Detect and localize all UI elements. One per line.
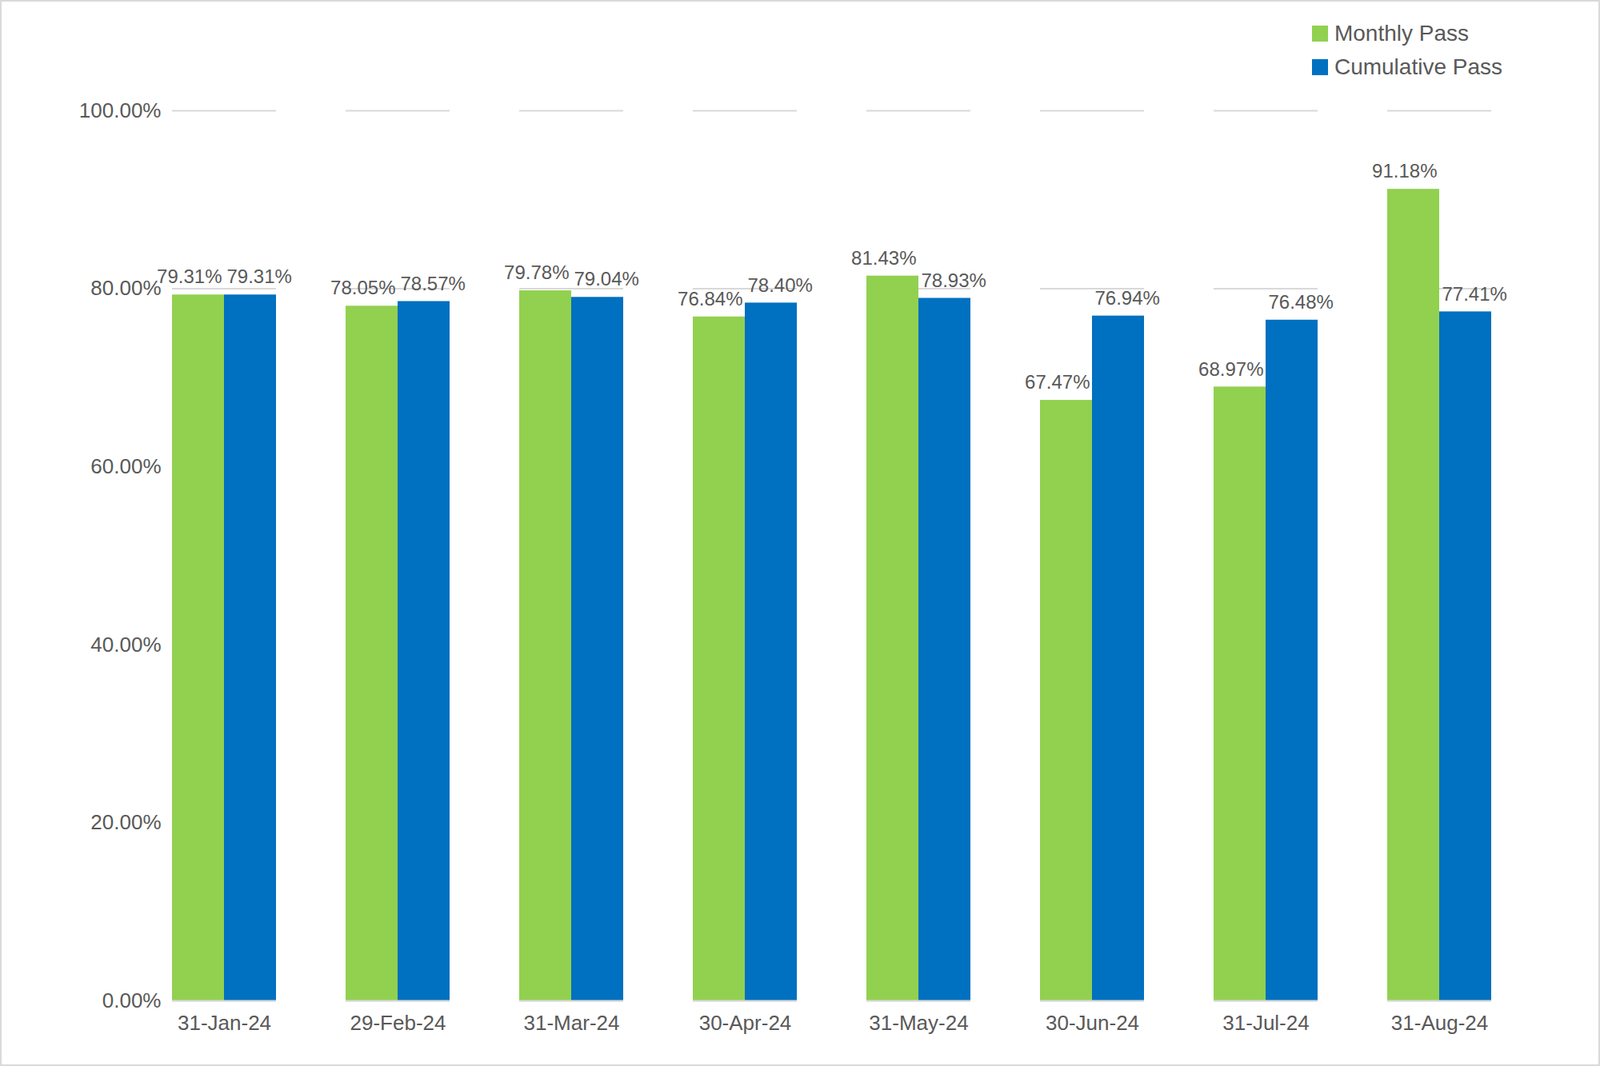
svg-text:79.31%: 79.31%: [227, 265, 292, 288]
svg-text:100.00%: 100.00%: [79, 98, 162, 123]
svg-text:30-Apr-24: 30-Apr-24: [699, 1011, 792, 1036]
svg-text:78.57%: 78.57%: [400, 272, 466, 295]
svg-text:79.04%: 79.04%: [574, 268, 640, 290]
svg-text:68.97%: 68.97%: [1198, 358, 1264, 380]
svg-text:60.00%: 60.00%: [90, 454, 161, 479]
svg-text:20.00%: 20.00%: [90, 810, 161, 835]
svg-text:79.78%: 79.78%: [504, 261, 569, 284]
svg-text:31-Mar-24: 31-Mar-24: [524, 1011, 620, 1036]
svg-text:76.84%: 76.84%: [677, 288, 743, 310]
svg-text:30-Jun-24: 30-Jun-24: [1045, 1011, 1140, 1036]
svg-text:78.40%: 78.40%: [748, 274, 813, 296]
svg-text:0.00%: 0.00%: [102, 988, 162, 1013]
svg-text:31-Jan-24: 31-Jan-24: [177, 1011, 272, 1036]
svg-text:79.31%: 79.31%: [156, 265, 222, 288]
svg-text:80.00%: 80.00%: [90, 276, 161, 300]
svg-text:29-Feb-24: 29-Feb-24: [350, 1011, 447, 1036]
html-text:Monthly Pass: Monthly Pass: [1334, 20, 1469, 46]
svg-text:91.18%: 91.18%: [1372, 160, 1437, 182]
svg-text:67.47%: 67.47%: [1024, 371, 1090, 393]
svg-text:78.05%: 78.05%: [330, 276, 396, 299]
html-text:Cumulative Pass: Cumulative Pass: [1334, 54, 1503, 80]
svg-text:76.94%: 76.94%: [1095, 287, 1160, 309]
svg-text:31-Jul-24: 31-Jul-24: [1222, 1011, 1309, 1036]
svg-text:78.93%: 78.93%: [921, 269, 987, 292]
svg-text:77.41%: 77.41%: [1442, 283, 1508, 305]
svg-text:31-May-24: 31-May-24: [868, 1011, 968, 1036]
svg-text:76.48%: 76.48%: [1268, 291, 1334, 313]
svg-text:81.43%: 81.43%: [851, 247, 916, 269]
svg-text:31-Aug-24: 31-Aug-24: [1391, 1011, 1488, 1036]
svg-text:40.00%: 40.00%: [90, 632, 161, 657]
